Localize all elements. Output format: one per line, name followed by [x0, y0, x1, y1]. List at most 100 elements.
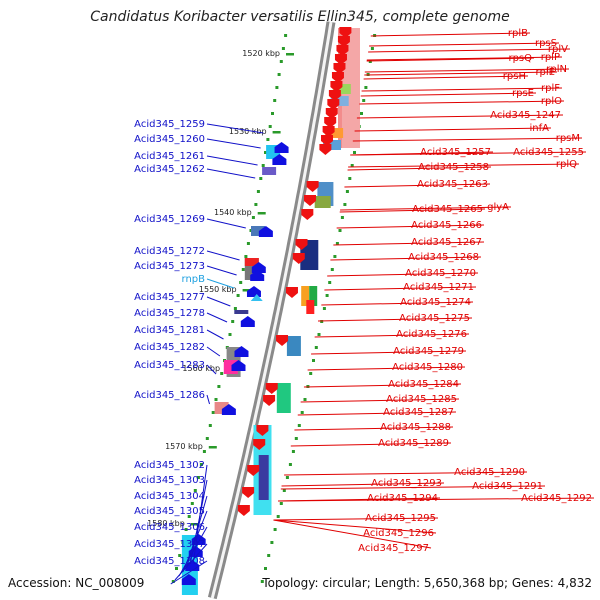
kbp-tick: [286, 53, 294, 56]
leader-line: [284, 471, 528, 476]
leader-line: [206, 155, 258, 166]
kbp-label: 1550 kbp: [199, 285, 237, 294]
leader-line: [206, 218, 246, 229]
leader-line: [174, 543, 208, 581]
gene-block: [314, 196, 331, 208]
leader-line: [206, 346, 221, 357]
ruler-dot: [275, 86, 279, 89]
ruler-dot: [187, 515, 191, 518]
ruler-dot: [314, 346, 318, 349]
leader-line: [324, 286, 477, 291]
gene-label: Acid345_1296: [363, 528, 434, 539]
forward-gene-arrow: [221, 404, 236, 415]
gene-label: rplE: [535, 67, 555, 78]
leader-line: [273, 519, 437, 534]
gene-label: Acid345_1267: [411, 237, 482, 248]
ruler-dot: [267, 554, 271, 557]
forward-gene-arrow: [181, 574, 196, 585]
leader-line: [280, 485, 546, 490]
ruler-dot: [335, 242, 339, 245]
gene-label: Acid345_1280: [392, 362, 463, 373]
ruler-dot: [364, 86, 368, 89]
gene-block: [258, 455, 269, 500]
leader-line: [344, 183, 491, 188]
reverse-gene-arrow: [322, 126, 335, 137]
leader-line: [352, 137, 583, 142]
ruler-dot: [175, 567, 178, 570]
ruler-dot: [217, 385, 221, 388]
leader-line: [206, 250, 240, 261]
ruler-dot: [266, 138, 270, 141]
leader-line: [359, 100, 565, 105]
ruler-dot: [312, 359, 315, 362]
gene-block: [330, 96, 349, 106]
ruler-dot: [184, 528, 188, 531]
ruler-dot: [343, 203, 347, 206]
reverse-gene-arrow: [330, 81, 343, 92]
ruler-dot: [202, 450, 206, 453]
ruler-dot: [362, 99, 366, 102]
gene-label: Acid345_1260: [134, 134, 205, 145]
ruler-dot: [264, 151, 267, 154]
leader-line: [314, 333, 470, 338]
gene-label: Acid345_1247: [490, 110, 561, 121]
reverse-gene-arrow: [292, 253, 305, 264]
forward-gene-arrow: [250, 270, 265, 281]
leader-line: [348, 163, 580, 168]
reverse-gene-arrow: [242, 487, 255, 498]
ruler-dot: [251, 216, 255, 219]
reverse-gene-arrow: [331, 72, 344, 83]
gene-label: Acid345_1266: [411, 220, 482, 231]
reverse-gene-arrow: [237, 505, 250, 516]
ruler-dot: [350, 164, 354, 167]
gene-label: Acid345_1255: [513, 147, 584, 158]
reverse-gene-arrow: [265, 383, 278, 394]
leader-line: [370, 32, 531, 37]
ruler-dot: [370, 47, 374, 50]
leader-line: [369, 42, 560, 47]
kbp-tick: [242, 289, 251, 292]
ruler-dot: [270, 541, 274, 544]
ruler-dot: [322, 307, 326, 310]
genome-summary: Topology: circular; Length: 5,650,368 bp…: [262, 576, 592, 590]
leader-line: [273, 517, 439, 521]
leader-line: [281, 482, 445, 487]
gene-label: Acid345_1271: [403, 282, 474, 293]
gene-label: Acid345_1287: [383, 407, 454, 418]
ruler-dot: [273, 528, 277, 531]
reverse-gene-arrow: [303, 195, 316, 206]
leader-line: [189, 479, 208, 565]
rna-gene-arrow: [250, 294, 263, 301]
reverse-gene-arrow: [253, 439, 266, 450]
leader-line: [330, 256, 482, 261]
kbp-tick: [272, 131, 281, 134]
gene-labels: Acid345_1259 Acid345_1260 Acid345_1261 Acid…: [134, 28, 592, 567]
leader-line: [368, 48, 571, 53]
diagram-title: Candidatus Koribacter versatilis Ellin34…: [90, 9, 510, 25]
leader-line: [294, 426, 454, 431]
gene-label: Acid345_1303: [134, 475, 205, 486]
kbp-tick: [190, 523, 199, 526]
gene-block: [306, 300, 315, 314]
gene-label: Acid345_1273: [134, 261, 205, 272]
gene-block: [323, 140, 341, 150]
ruler-dot: [254, 203, 258, 206]
reverse-gene-arrow: [319, 144, 332, 155]
reverse-gene-arrow: [325, 108, 338, 119]
reverse-gene-arrow: [334, 54, 347, 65]
leader-line: [347, 166, 492, 171]
gene-label: Acid345_1278: [134, 308, 205, 319]
ruler-dot: [239, 281, 243, 284]
reverse-gene-arrow: [324, 117, 337, 128]
gene-label: Acid345_1293: [371, 478, 442, 489]
gene-block: [251, 226, 265, 236]
leader-line: [333, 241, 485, 246]
kbp-tick: [257, 212, 266, 215]
leader-line: [206, 364, 217, 375]
ruler-dot: [214, 398, 218, 401]
forward-gene-arrow: [251, 262, 266, 273]
kbp-label: 1570 kbp: [165, 442, 203, 451]
ruler-dot: [328, 281, 332, 284]
gene-label: Acid345_1305: [134, 506, 205, 517]
ruler-dot: [171, 580, 175, 583]
